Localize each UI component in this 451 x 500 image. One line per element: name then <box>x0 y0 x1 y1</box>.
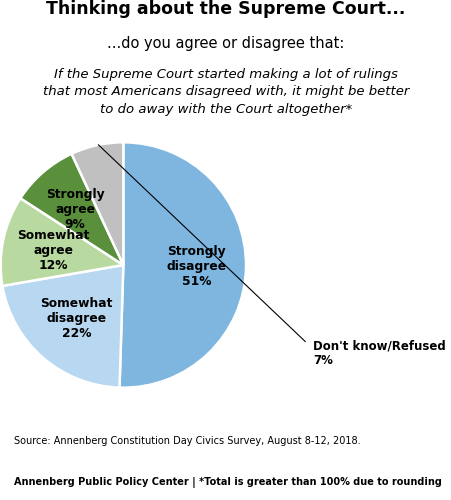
Text: Strongly
agree
9%: Strongly agree 9% <box>46 188 104 231</box>
Wedge shape <box>119 142 245 388</box>
Wedge shape <box>20 154 123 265</box>
Wedge shape <box>71 142 123 265</box>
Wedge shape <box>2 265 123 388</box>
Text: Thinking about the Supreme Court...: Thinking about the Supreme Court... <box>46 0 405 18</box>
Text: If the Supreme Court started making a lot of rulings
that most Americans disagre: If the Supreme Court started making a lo… <box>43 68 408 116</box>
Text: Source: Annenberg Constitution Day Civics Survey, August 8-12, 2018.: Source: Annenberg Constitution Day Civic… <box>14 436 359 446</box>
Text: Don't know/Refused
7%: Don't know/Refused 7% <box>313 340 445 367</box>
Wedge shape <box>0 198 123 286</box>
Text: Strongly
disagree
51%: Strongly disagree 51% <box>166 244 226 288</box>
Text: Somewhat
disagree
22%: Somewhat disagree 22% <box>41 297 113 340</box>
Text: Somewhat
agree
12%: Somewhat agree 12% <box>18 229 90 272</box>
Text: ...do you agree or disagree that:: ...do you agree or disagree that: <box>107 36 344 52</box>
Text: Annenberg Public Policy Center | *Total is greater than 100% due to rounding: Annenberg Public Policy Center | *Total … <box>14 478 441 488</box>
